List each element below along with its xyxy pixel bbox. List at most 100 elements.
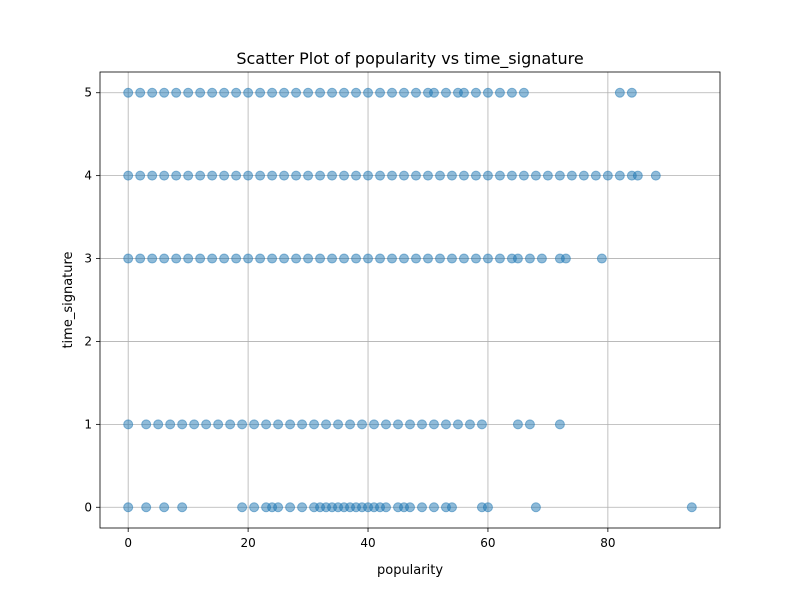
data-point xyxy=(261,419,272,430)
data-point xyxy=(554,419,565,430)
data-point xyxy=(650,170,661,181)
data-point xyxy=(399,253,410,264)
data-point xyxy=(273,502,284,513)
data-point xyxy=(345,419,356,430)
data-point xyxy=(578,170,589,181)
data-point xyxy=(255,170,266,181)
data-point xyxy=(327,253,338,264)
data-point xyxy=(381,419,392,430)
data-point xyxy=(428,87,439,98)
data-point xyxy=(171,253,182,264)
data-point xyxy=(297,502,308,513)
data-point xyxy=(626,87,637,98)
data-point xyxy=(183,253,194,264)
data-point xyxy=(542,170,553,181)
data-point xyxy=(446,170,457,181)
data-point xyxy=(273,419,284,430)
data-point xyxy=(632,170,643,181)
data-point xyxy=(285,419,296,430)
data-point xyxy=(249,502,260,513)
data-point xyxy=(135,170,146,181)
data-point xyxy=(464,419,475,430)
data-point xyxy=(470,253,481,264)
data-point xyxy=(177,419,188,430)
chart-title: Scatter Plot of popularity vs time_signa… xyxy=(236,49,583,69)
y-tick-label: 0 xyxy=(84,500,92,514)
data-point xyxy=(410,170,421,181)
data-point xyxy=(171,87,182,98)
data-point xyxy=(237,419,248,430)
data-point xyxy=(494,170,505,181)
data-point xyxy=(375,87,386,98)
data-point xyxy=(267,87,278,98)
data-point xyxy=(219,87,230,98)
data-point xyxy=(482,87,493,98)
data-point xyxy=(159,170,170,181)
data-point xyxy=(381,502,392,513)
data-point xyxy=(393,419,404,430)
data-point xyxy=(351,170,362,181)
data-point xyxy=(285,502,296,513)
x-axis-label: popularity xyxy=(377,563,443,578)
data-point xyxy=(428,502,439,513)
data-point xyxy=(357,419,368,430)
y-tick-label: 3 xyxy=(84,252,92,266)
data-point xyxy=(207,170,218,181)
data-point xyxy=(231,87,242,98)
data-point xyxy=(482,170,493,181)
x-tick-label: 80 xyxy=(600,536,615,550)
data-point xyxy=(333,419,344,430)
data-point xyxy=(327,170,338,181)
data-point xyxy=(225,419,236,430)
data-point xyxy=(602,170,613,181)
data-point xyxy=(422,170,433,181)
data-point xyxy=(243,170,254,181)
y-tick-label: 2 xyxy=(84,334,92,348)
data-point xyxy=(399,87,410,98)
data-point xyxy=(207,253,218,264)
data-point xyxy=(482,253,493,264)
data-point xyxy=(141,419,152,430)
data-point xyxy=(530,170,541,181)
data-point xyxy=(363,87,374,98)
data-point xyxy=(123,502,134,513)
data-point xyxy=(518,170,529,181)
points-layer xyxy=(123,87,697,513)
data-point xyxy=(171,170,182,181)
data-point xyxy=(596,253,607,264)
data-point xyxy=(195,87,206,98)
data-point xyxy=(321,419,332,430)
data-point xyxy=(494,87,505,98)
data-point xyxy=(416,502,427,513)
data-point xyxy=(494,253,505,264)
y-tick-label: 5 xyxy=(84,86,92,100)
data-point xyxy=(446,253,457,264)
data-point xyxy=(434,253,445,264)
data-point xyxy=(123,87,134,98)
data-point xyxy=(614,87,625,98)
data-point xyxy=(237,502,248,513)
data-point xyxy=(159,87,170,98)
data-point xyxy=(434,170,445,181)
data-point xyxy=(506,170,517,181)
data-point xyxy=(249,419,260,430)
data-point xyxy=(351,253,362,264)
data-point xyxy=(291,253,302,264)
data-point xyxy=(315,253,326,264)
data-point xyxy=(231,170,242,181)
data-point xyxy=(255,253,266,264)
data-point xyxy=(482,502,493,513)
data-point xyxy=(315,170,326,181)
data-point xyxy=(339,87,350,98)
data-point xyxy=(410,253,421,264)
y-tick-label: 1 xyxy=(84,417,92,431)
data-point xyxy=(279,170,290,181)
data-point xyxy=(614,170,625,181)
data-point xyxy=(315,87,326,98)
data-point xyxy=(297,419,308,430)
data-point xyxy=(375,170,386,181)
data-point xyxy=(177,502,188,513)
x-tick-label: 0 xyxy=(124,536,132,550)
data-point xyxy=(470,170,481,181)
